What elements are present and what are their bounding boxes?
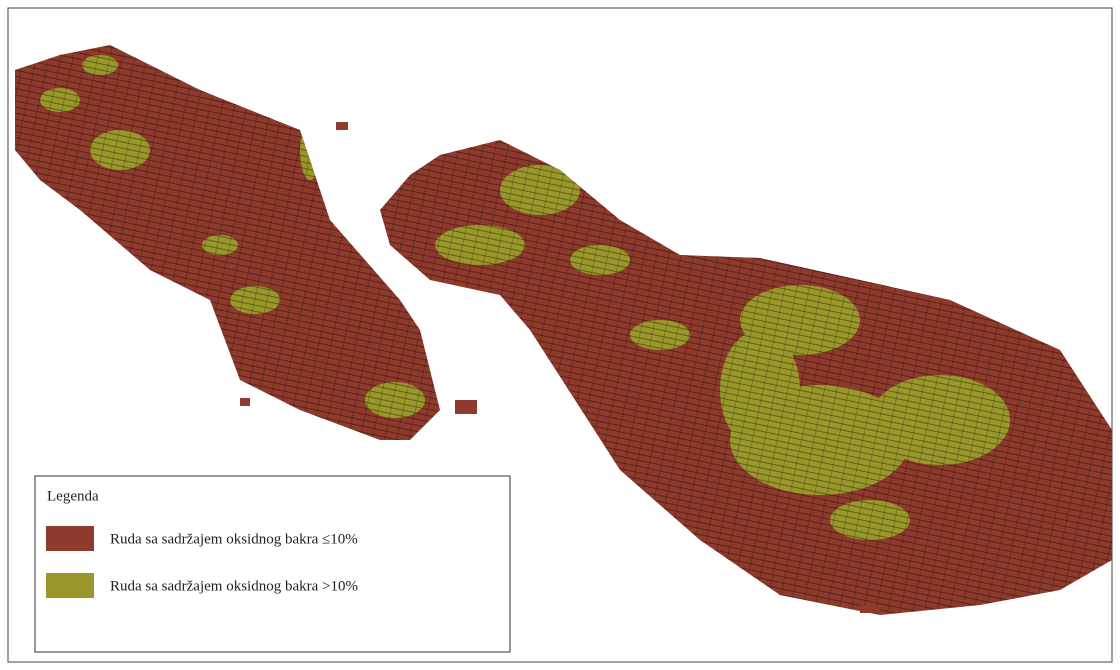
isolated-block [240, 398, 250, 406]
isolated-block [860, 605, 880, 613]
legend-title: Legenda [47, 488, 99, 504]
block-texture [15, 45, 440, 440]
ore-body [15, 45, 440, 440]
legend-label: Ruda sa sadržajem oksidnog bakra ≤10% [110, 531, 358, 547]
isolated-block [455, 400, 477, 414]
frame [7, 7, 1113, 663]
legend: Legenda Ruda sa sadržajem oksidnog bakra… [34, 475, 511, 653]
legend-swatch [46, 526, 94, 551]
legend-swatch [46, 573, 94, 598]
isolated-block [336, 122, 348, 130]
legend-box [34, 475, 511, 653]
legend-label: Ruda sa sadržajem oksidnog bakra >10% [110, 578, 358, 594]
